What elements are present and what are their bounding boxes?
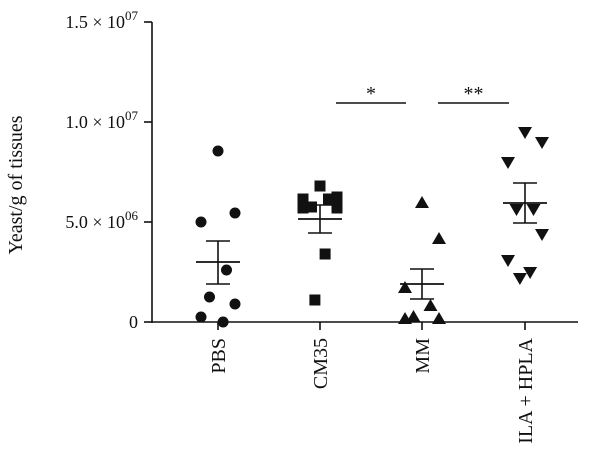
data-point-circle bbox=[229, 207, 241, 219]
data-point-circle bbox=[204, 291, 215, 303]
y-tick-mantissa: 1.0 × 10 bbox=[65, 112, 125, 132]
x-tick-label: MM bbox=[412, 338, 434, 374]
x-tick-label: CM35 bbox=[310, 338, 332, 389]
data-point-circle bbox=[229, 298, 241, 310]
y-tick-mantissa: 1.5 × 10 bbox=[65, 12, 125, 32]
data-point-triangle-down bbox=[501, 157, 515, 169]
mean-sem-bars bbox=[196, 182, 547, 300]
significance-markers: * ** bbox=[336, 83, 509, 105]
y-tick-mantissa: 5.0 × 10 bbox=[65, 212, 125, 232]
data-point-triangle-down bbox=[523, 267, 538, 279]
y-tick-exponent: 07 bbox=[125, 108, 139, 123]
y-tick-label: 1.0 × 1007 bbox=[65, 108, 138, 132]
data-point-triangle-down bbox=[526, 204, 541, 216]
data-point-triangle-down bbox=[518, 127, 532, 139]
data-point-square bbox=[331, 202, 343, 214]
data-point-square bbox=[309, 294, 321, 306]
data-point-square bbox=[331, 191, 343, 203]
significance-label: ** bbox=[464, 83, 484, 105]
data-point-square bbox=[297, 202, 309, 214]
data-point-circle bbox=[212, 145, 224, 157]
data-point-triangle-up bbox=[398, 281, 412, 293]
x-tick-label: PBS bbox=[208, 338, 230, 374]
y-tick-label: 1.5 × 1007 bbox=[65, 8, 138, 32]
significance-label: * bbox=[366, 83, 376, 105]
x-tick-label: ILA + HPLA bbox=[515, 337, 537, 443]
y-tick-exponent: 06 bbox=[125, 208, 139, 223]
data-point-triangle-up bbox=[415, 196, 429, 208]
axes bbox=[151, 22, 578, 323]
y-tick-label: 5.0 × 1006 bbox=[65, 208, 138, 232]
data-point-triangle-up bbox=[406, 310, 421, 322]
y-axis-label: Yeast/g of tissues bbox=[5, 115, 27, 254]
data-point-triangle-up bbox=[432, 232, 446, 244]
data-point-square bbox=[319, 248, 331, 260]
data-point-square bbox=[297, 193, 309, 205]
data-point-triangle-up bbox=[432, 312, 446, 324]
y-tick-mantissa: 0 bbox=[129, 312, 138, 332]
data-point-circle bbox=[195, 216, 207, 228]
data-point-triangle-up bbox=[398, 312, 412, 324]
data-point-square bbox=[323, 193, 334, 205]
data-point-square bbox=[306, 201, 317, 213]
data-point-circle bbox=[221, 264, 232, 276]
data-point-square bbox=[314, 180, 326, 192]
data-point-triangle-down bbox=[535, 229, 549, 241]
y-tick-label: 0 bbox=[129, 312, 138, 332]
data-point-circle bbox=[195, 311, 207, 323]
data-point-triangle-down bbox=[501, 255, 515, 267]
data-point-circle bbox=[217, 316, 229, 328]
data-point-triangle-up bbox=[423, 299, 438, 311]
y-tick-exponent: 07 bbox=[125, 8, 139, 23]
data-point-triangle-down bbox=[512, 273, 527, 285]
data-points bbox=[195, 127, 549, 328]
data-point-triangle-down bbox=[509, 204, 524, 216]
x-ticks: PBS CM35 MM ILA + HPLA bbox=[208, 322, 537, 444]
data-point-triangle-down bbox=[535, 137, 549, 149]
